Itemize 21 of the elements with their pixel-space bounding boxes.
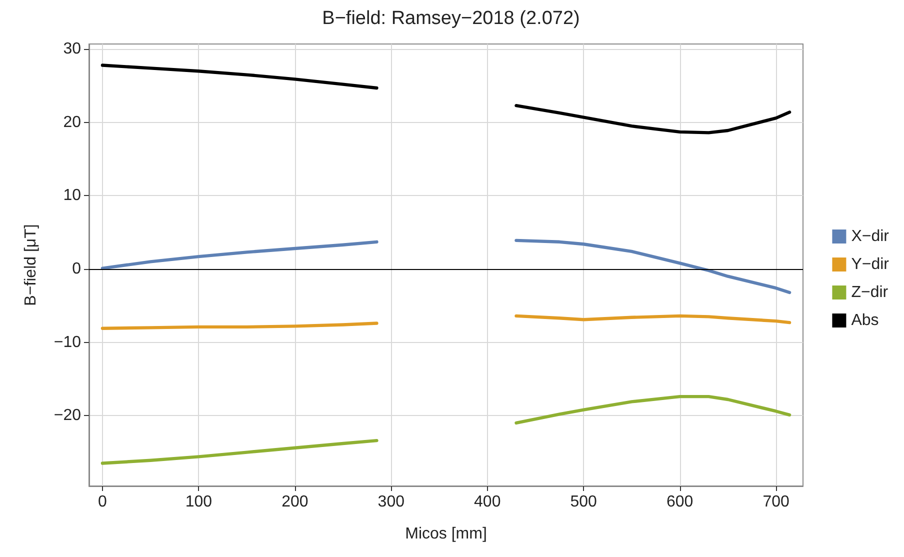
y-tick-label: 30	[63, 40, 82, 58]
y-tick-label: −20	[54, 407, 82, 424]
y-tick-label: 10	[63, 187, 82, 204]
y-tick-label: 0	[72, 260, 82, 278]
x-axis-title: Micos [mm]	[405, 526, 487, 542]
x-tick-label: 100	[185, 494, 212, 510]
y-tick-label: −10	[54, 334, 82, 351]
x-tick-label: 600	[666, 494, 694, 510]
x-tick-label: 300	[378, 494, 405, 510]
legend-label: X−dir	[851, 228, 890, 245]
legend-label: Y−dir	[851, 256, 890, 273]
chart-title: B−field: Ramsey−2018 (2.072)	[322, 8, 580, 29]
x-tick-label: 200	[282, 494, 308, 510]
y-axis-title: B−field [μT]	[22, 224, 40, 306]
legend-label: Z−dir	[851, 284, 889, 301]
x-tick-label: 0	[98, 494, 108, 510]
x-tick-label: 700	[762, 494, 790, 510]
y-tick-label: 20	[63, 114, 82, 131]
x-tick-label: 400	[474, 494, 501, 510]
legend-label: Abs	[851, 312, 879, 329]
x-tick-label: 500	[570, 494, 598, 510]
